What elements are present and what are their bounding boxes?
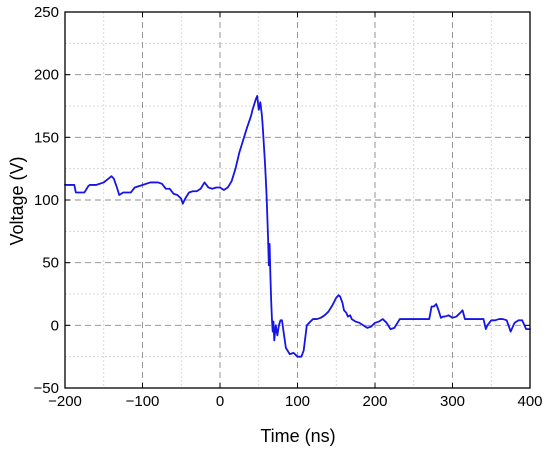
x-tick-label: −200	[48, 393, 82, 410]
series-layer	[64, 95, 531, 358]
x-tick-label: 100	[285, 393, 310, 410]
x-tick-label: 0	[216, 393, 224, 410]
y-tick-label: 200	[34, 67, 59, 84]
y-tick-label: 100	[34, 192, 59, 209]
x-tick-label: 300	[440, 393, 465, 410]
y-tick-label: 0	[51, 317, 59, 334]
x-tick-label: 200	[362, 393, 387, 410]
y-tick-label: 250	[34, 4, 59, 21]
x-tick-label: −100	[126, 393, 160, 410]
y-tick-label: −50	[34, 380, 59, 397]
major-grid	[65, 12, 530, 388]
y-tick-label: 150	[34, 129, 59, 146]
voltage-series-line	[64, 95, 531, 358]
x-tick-labels: −200 −100 0 100 200 300 400	[48, 393, 542, 410]
x-axis-title: Time (ns)	[260, 426, 335, 446]
tick-marks	[64, 11, 531, 389]
x-tick-label: 400	[517, 393, 542, 410]
y-tick-label: 50	[42, 255, 59, 272]
y-tick-labels: −50 0 50 100 150 200 250	[34, 4, 59, 397]
y-axis-title: Voltage (V)	[7, 156, 27, 245]
